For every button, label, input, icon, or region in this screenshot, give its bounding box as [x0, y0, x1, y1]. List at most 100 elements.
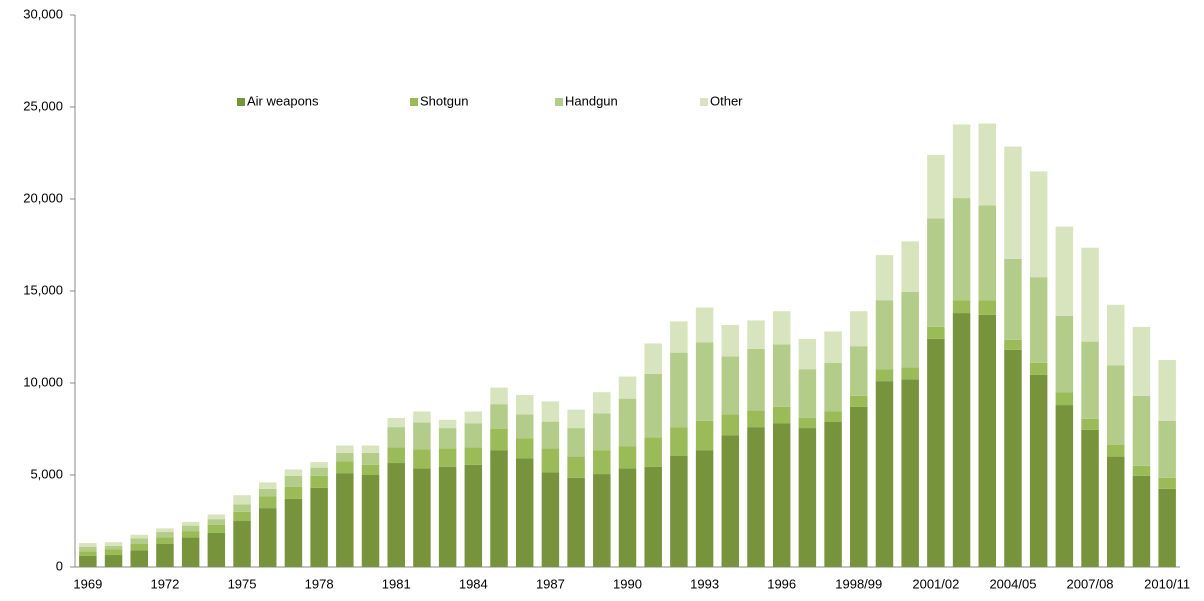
bar-segment	[233, 495, 251, 505]
bar-segment	[978, 314, 997, 567]
legend-label: Other	[710, 93, 743, 108]
bar-segment	[413, 468, 431, 567]
bar-segment	[1132, 465, 1151, 476]
bar-segment	[464, 411, 483, 424]
bar-segment	[567, 456, 585, 478]
legend-swatch	[555, 98, 563, 106]
bar-segment	[875, 381, 894, 567]
x-tick-label: 1969	[73, 576, 102, 591]
y-tick-label: 15,000	[23, 282, 63, 297]
bar-segment	[258, 496, 277, 509]
bar-segment	[515, 438, 534, 459]
bar-segment	[156, 532, 174, 538]
bar-segment	[567, 477, 585, 567]
bar-segment	[952, 300, 971, 314]
y-tick-label: 30,000	[23, 6, 63, 21]
bar-segment	[721, 414, 740, 436]
bar-segment	[104, 555, 123, 567]
bar-segment	[207, 532, 226, 567]
bar-segment	[670, 455, 688, 567]
x-tick-label: 2001/02	[912, 576, 959, 591]
bar-segment	[541, 448, 560, 473]
bar-segment	[772, 311, 791, 345]
bar-segment	[336, 461, 354, 474]
bar-segment	[772, 344, 791, 407]
bar-segment	[413, 411, 431, 423]
bar-segment	[618, 398, 637, 447]
bar-segment	[207, 519, 226, 525]
bar-segment	[284, 498, 303, 567]
bar-segment	[284, 486, 303, 499]
bar-segment	[490, 387, 508, 405]
x-tick-label: 1998/99	[835, 576, 882, 591]
bar-segment	[104, 549, 123, 556]
bar-segment	[233, 504, 251, 512]
bar-segment	[1107, 456, 1125, 567]
bar-segment	[284, 475, 303, 487]
bar-segment	[490, 450, 508, 567]
bar-segment	[130, 550, 148, 567]
bar-segment	[927, 154, 945, 219]
bar-segment	[952, 313, 971, 567]
bar-segment	[104, 542, 123, 546]
bar-segment	[618, 376, 637, 399]
bar-segment	[79, 551, 97, 556]
bar-segment	[1004, 146, 1022, 259]
bar-segment	[156, 528, 174, 533]
bar-segment	[952, 198, 971, 301]
bar-segment	[490, 404, 508, 429]
bar-segment	[79, 546, 97, 552]
bar-segment	[515, 394, 534, 415]
bar-segment	[1158, 360, 1176, 421]
bar-segment	[593, 413, 611, 451]
bar-segment	[618, 446, 637, 469]
bar-segment	[1158, 477, 1176, 489]
bar-segment	[310, 487, 328, 567]
bar-segment	[798, 338, 817, 370]
bar-segment	[901, 367, 919, 380]
bar-segment	[464, 447, 483, 465]
bar-segment	[336, 452, 354, 462]
bar-segment	[798, 417, 817, 429]
bar-segment	[1158, 488, 1176, 567]
bar-segment	[1107, 365, 1125, 445]
bar-segment	[1029, 277, 1048, 363]
bar-segment	[875, 300, 894, 370]
legend-swatch	[700, 98, 708, 106]
bar-segment	[695, 450, 714, 567]
bar-segment	[1055, 405, 1074, 567]
bar-segment	[181, 531, 200, 538]
bar-segment	[824, 362, 842, 412]
bar-segment	[361, 452, 380, 465]
bar-segment	[284, 469, 303, 476]
bar-segment	[1055, 315, 1074, 393]
bar-segment	[387, 463, 405, 567]
bar-segment	[875, 369, 894, 382]
bar-segment	[1081, 247, 1099, 342]
bar-segment	[207, 524, 226, 533]
bar-segment	[438, 448, 457, 467]
legend-label: Air weapons	[247, 93, 319, 108]
bar-segment	[824, 411, 842, 422]
x-tick-label: 1987	[536, 576, 565, 591]
bar-segment	[79, 555, 97, 567]
bar-segment	[181, 521, 200, 526]
y-tick-label: 25,000	[23, 98, 63, 113]
bar-segment	[875, 255, 894, 301]
legend-label: Shotgun	[420, 93, 468, 108]
x-tick-label: 2007/08	[1067, 576, 1114, 591]
bar-segment	[1107, 304, 1125, 366]
bar-segment	[233, 511, 251, 521]
x-tick-label: 2004/05	[989, 576, 1036, 591]
bar-segment	[747, 320, 765, 349]
bar-segment	[130, 538, 148, 544]
bar-segment	[233, 521, 251, 567]
x-tick-label: 2010/11	[1144, 576, 1190, 591]
bar-segment	[772, 406, 791, 424]
bar-segment	[515, 414, 534, 439]
bar-segment	[464, 423, 483, 448]
bar-segment	[824, 421, 842, 567]
bar-segment	[670, 352, 688, 428]
x-tick-label: 1972	[150, 576, 179, 591]
